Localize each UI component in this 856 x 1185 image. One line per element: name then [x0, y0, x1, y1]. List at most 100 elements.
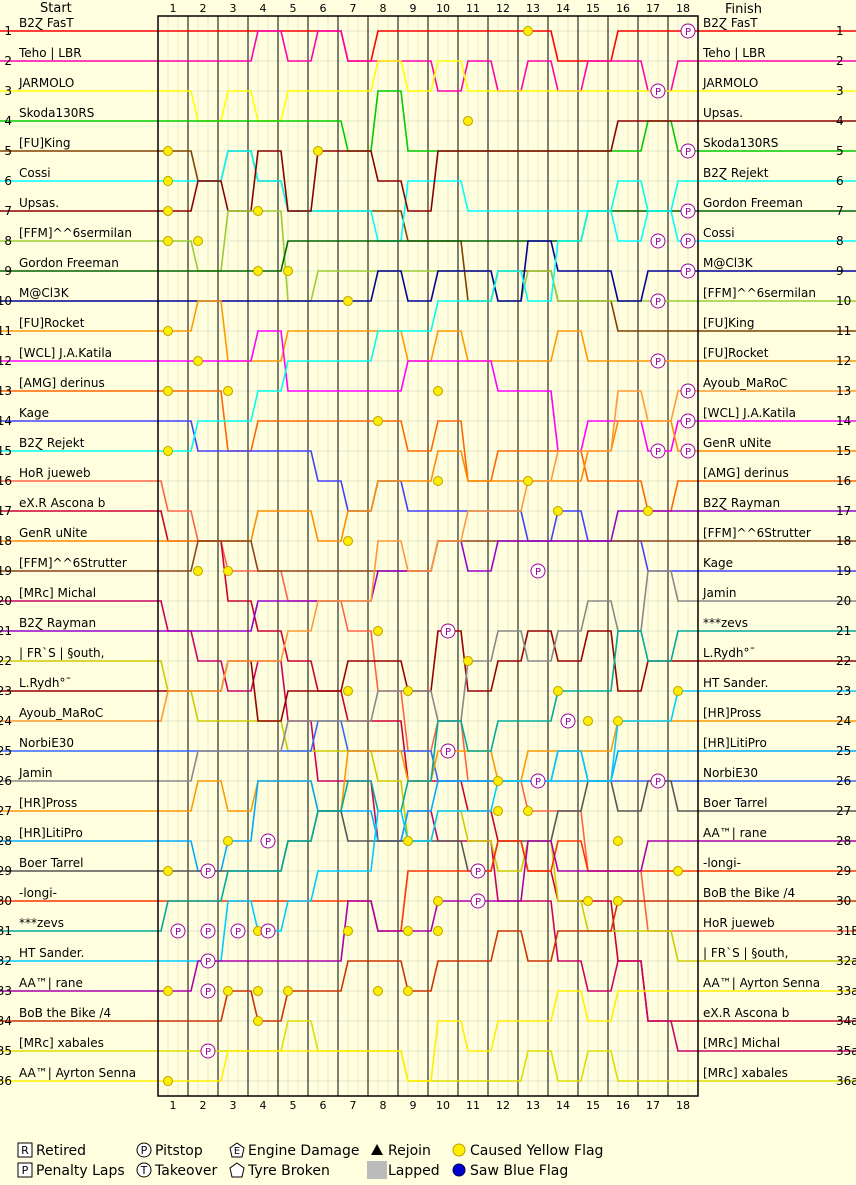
- yellow-flag-dot: [163, 236, 173, 246]
- pitstop-letter: P: [235, 927, 241, 938]
- finish-rank: 8: [836, 234, 844, 248]
- pitstop-letter: P: [655, 87, 661, 98]
- finish-rank: 4: [836, 114, 844, 128]
- yellow-flag-dot: [313, 146, 323, 156]
- finish-rank: 30: [836, 894, 851, 908]
- start-rank: 30: [0, 894, 12, 908]
- pitstop-marker: [200, 1043, 216, 1059]
- legend: R Retired P Pitstop E Engine Damage Rejoin Caus…: [17, 1142, 603, 1179]
- yellow-flag-dot: [163, 866, 173, 876]
- start-driver-name: eX.R Ascona b: [19, 496, 105, 510]
- pitstop-letter: P: [175, 927, 181, 938]
- yellow-flag-dot: [223, 836, 233, 846]
- finish-rank: 5: [836, 144, 844, 158]
- pitstop-letter: P: [565, 717, 571, 728]
- legend-label: Rejoin: [388, 1143, 431, 1159]
- yellow-flag-dot: [673, 866, 683, 876]
- pitstop-marker: [650, 773, 666, 789]
- start-driver-name: [HR]LitiPro: [19, 826, 83, 840]
- finish-rank: 19: [836, 564, 851, 578]
- start-rank: 35: [0, 1044, 12, 1058]
- start-driver-name: HT Sander.: [19, 946, 84, 960]
- yellow-flag-dot: [613, 836, 623, 846]
- start-rank: 32: [0, 954, 12, 968]
- lap-number-bottom: 16: [616, 1099, 630, 1112]
- finish-driver-name: [FFM]^^6Strutter: [703, 526, 811, 540]
- start-driver-name: [FFM]^^6sermilan: [19, 226, 132, 240]
- start-rank: 26: [0, 774, 12, 788]
- pitstop-marker: [680, 383, 696, 399]
- finish-rank: 23: [836, 684, 851, 698]
- lap-number-bottom: 14: [556, 1099, 570, 1112]
- lap-number-top: 15: [586, 2, 600, 15]
- yellow-flag-dot: [523, 806, 533, 816]
- lap-number-bottom: 13: [526, 1099, 540, 1112]
- driver-line: [158, 630, 698, 932]
- pitstop-marker: [200, 983, 216, 999]
- pitstop-marker: [170, 923, 186, 939]
- pitstop-marker: [680, 443, 696, 459]
- pitstop-marker: [200, 863, 216, 879]
- lap-number-bottom: 9: [410, 1099, 417, 1112]
- yellow-flag-dot: [193, 236, 203, 246]
- start-driver-name: GenR uNite: [19, 526, 87, 540]
- lap-number-bottom: 4: [260, 1099, 267, 1112]
- finish-driver-name: HT Sander.: [703, 676, 768, 690]
- header-finish: Finish: [725, 2, 762, 17]
- finish-driver-name: HoR jueweb: [703, 916, 775, 930]
- start-rank: 3: [4, 84, 12, 98]
- finish-rank: 35а: [836, 1044, 856, 1058]
- start-rank: 34: [0, 1014, 12, 1028]
- pitstop-marker: [200, 953, 216, 969]
- start-driver-name: [FU]Rocket: [19, 316, 85, 330]
- finish-rank: 34а: [836, 1014, 856, 1028]
- start-driver-name: ***zevs: [19, 916, 64, 930]
- start-driver-name: B2Ɀ FasT: [19, 16, 74, 31]
- start-driver-name: [HR]Pross: [19, 796, 77, 810]
- markers-group: P P P P P P P P P P P P P P P P P P P P P P P P P P P P P P: [163, 23, 696, 1086]
- finish-driver-name: Skoda130RS: [703, 136, 778, 150]
- pitstop-marker: [440, 743, 456, 759]
- start-rank: 36: [0, 1074, 12, 1088]
- pitstop-letter: P: [265, 837, 271, 848]
- pitstop-letter: P: [445, 747, 451, 758]
- yellow-flag-dot: [193, 566, 203, 576]
- start-driver-name: L.Rydh°¯: [19, 676, 72, 690]
- finish-driver-name: Gordon Freeman: [703, 196, 803, 210]
- lap-number-top: 12: [496, 2, 510, 15]
- pitstop-letter: P: [535, 777, 541, 788]
- yellow-flag-dot: [163, 206, 173, 216]
- finish-rank: 15: [836, 444, 851, 458]
- start-driver-name: AA™| Ayrton Senna: [19, 1066, 136, 1080]
- pitstop-marker: [680, 203, 696, 219]
- start-rank: 14: [0, 414, 12, 428]
- finish-driver-name: [FFM]^^6sermilan: [703, 286, 816, 300]
- start-driver-name: B2Ɀ Rejekt: [19, 436, 85, 451]
- finish-rank: 3: [836, 84, 844, 98]
- start-driver-name: NorbiE30: [19, 736, 74, 750]
- yellow-flag-dot: [433, 926, 443, 936]
- lap-number-top: 6: [320, 2, 327, 15]
- start-driver-name: [WCL] J.A.Katila: [19, 346, 112, 360]
- legend-label: Penalty Laps: [36, 1163, 125, 1179]
- yellow-flag-dot: [433, 476, 443, 486]
- lap-number-top: 4: [260, 2, 267, 15]
- pitstop-marker: [560, 713, 576, 729]
- finish-rank: 11: [836, 324, 851, 338]
- finish-driver-name: Ayoub_MaRoC: [703, 376, 787, 390]
- yellow-flag-dot: [163, 446, 173, 456]
- yellow-flag-dot: [523, 476, 533, 486]
- pitstop-letter: P: [535, 567, 541, 578]
- legend-blue-dot-icon: [452, 1163, 466, 1177]
- pitstop-letter: P: [685, 207, 691, 218]
- legend-lapped-box-icon: [367, 1161, 387, 1179]
- finish-driver-name: B2Ɀ FasT: [703, 16, 758, 31]
- lap-number-top: 11: [466, 2, 480, 15]
- labels-group: Start Finish11223344556677889910101111121…: [0, 1, 856, 1112]
- lap-number-bottom: 6: [320, 1099, 327, 1112]
- finish-driver-name: Jamin: [702, 586, 737, 600]
- yellow-flag-dot: [523, 26, 533, 36]
- start-rank: 31: [0, 924, 12, 938]
- yellow-flag-dot: [493, 776, 503, 786]
- driver-line: [158, 900, 698, 1022]
